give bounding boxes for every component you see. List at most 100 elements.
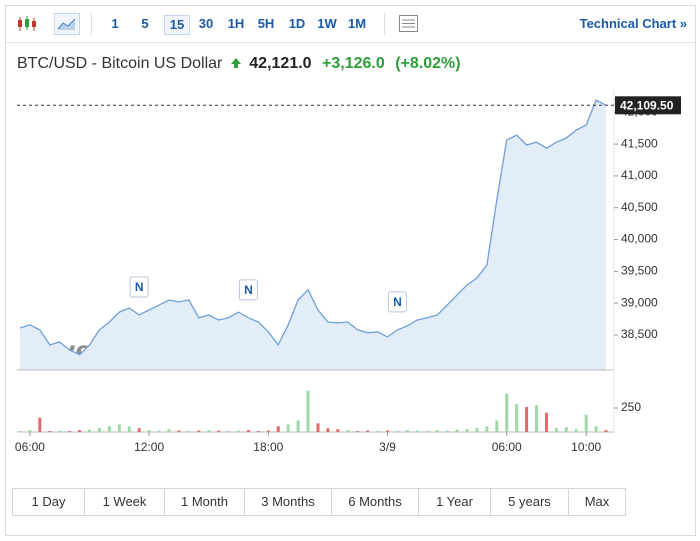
last-price: 42,121.0 (249, 55, 312, 72)
interval-button[interactable]: 1W (317, 16, 337, 31)
y-tick-label: 38,500 (621, 327, 658, 341)
volume-bar (48, 431, 52, 432)
news-box (238, 279, 258, 301)
volume-bar (475, 428, 479, 432)
y-tick-label: 40,500 (621, 200, 658, 214)
price-line (19, 99, 607, 356)
range-button[interactable]: 1 Year (419, 489, 491, 515)
chart: Investing.com38,50039,00039,50040,00040,… (15, 90, 681, 454)
volume-bar (326, 428, 330, 432)
volume-bar (127, 426, 131, 432)
quote-header: BTC/USD - Bitcoin US Dollar 42,121.0 +3,… (17, 55, 461, 73)
range-button[interactable]: Max (584, 494, 610, 509)
x-tick-label: 10:00 (571, 440, 601, 454)
x-tick-label: 18:00 (253, 440, 283, 454)
area-fill (20, 100, 607, 370)
volume-bar (197, 430, 201, 432)
volume-bar (455, 429, 459, 432)
widget: 1 5 15 30 1H 5H 1D 1W 1M Technical Chart » BTC/U… (5, 5, 696, 536)
y-tick-label: 41,500 (621, 136, 658, 150)
volume-bar (395, 431, 399, 432)
volume-tick-label: 250 (621, 400, 641, 414)
volume-bar (356, 431, 360, 432)
instrument-title: BTC/USD - Bitcoin US Dollar (17, 55, 223, 72)
interval-button[interactable]: 30 (198, 16, 214, 31)
volume-bar (425, 431, 429, 432)
news-marker[interactable]: N (238, 279, 258, 301)
volume-bar (18, 431, 22, 432)
x-tick-label: 3/9 (379, 440, 396, 454)
interval-button[interactable]: 5H (257, 16, 275, 31)
interval-button[interactable]: 1D (288, 16, 306, 31)
range-buttons: 1 Day 1 Week 1 Month 3 Months 6 Months 1 Year… (12, 488, 626, 516)
volume-bar (157, 430, 161, 432)
toolbar: 1 5 15 30 1H 5H 1D 1W 1M Technical Chart » (6, 6, 695, 43)
area-icon[interactable] (54, 13, 80, 35)
volume-bar (415, 430, 419, 432)
volume-bar (227, 431, 231, 432)
interval-button[interactable]: 15 (164, 15, 190, 35)
news-marker[interactable]: N (387, 291, 407, 313)
volume-bar (68, 431, 72, 432)
volume-bar (346, 430, 350, 432)
range-button[interactable]: 1 Week (85, 489, 165, 515)
volume-bar (167, 429, 171, 432)
change-percent: (+8.02%) (395, 55, 461, 72)
news-marker[interactable]: N (129, 276, 149, 298)
volume-bar (237, 430, 241, 432)
volume-bar (78, 430, 82, 432)
range-button[interactable]: 3 Months (245, 489, 332, 515)
volume-bar (266, 430, 270, 432)
candle-icon[interactable] (16, 15, 38, 33)
y-tick-label: 39,000 (621, 295, 658, 309)
volume-bar (316, 423, 320, 432)
last-price-label: 42,109.50 (620, 98, 674, 112)
interval-button[interactable]: 1H (227, 16, 245, 31)
x-tick-label: 06:00 (15, 440, 45, 454)
interval-button[interactable]: 1 (111, 16, 119, 31)
news-label: N (393, 295, 402, 309)
news-box (387, 291, 407, 313)
volume-bar (207, 430, 211, 432)
volume-bar (117, 424, 121, 432)
volume-bar (485, 426, 489, 432)
interval-button[interactable]: 1M (347, 16, 367, 31)
news-box (129, 276, 149, 298)
volume-bar (376, 431, 380, 432)
separator (91, 13, 92, 35)
y-tick-label: 40,000 (621, 232, 658, 246)
range-button[interactable]: 1 Day (13, 489, 85, 515)
volume-bar (405, 430, 409, 432)
volume-bar (306, 390, 310, 432)
volume-bar (445, 430, 449, 432)
volume-bar (58, 430, 62, 432)
table-icon[interactable] (398, 14, 420, 34)
volume-bar (286, 424, 290, 432)
up-arrow (230, 58, 241, 68)
volume-bar (107, 426, 111, 432)
range-button[interactable]: 1 Month (165, 489, 245, 515)
volume-bar (276, 426, 280, 432)
volume-bar (564, 427, 568, 432)
volume-bar (465, 429, 469, 432)
volume-bar (177, 430, 181, 432)
change: +3,126.0 (322, 55, 385, 72)
volume-bar (435, 430, 439, 432)
news-label: N (244, 283, 253, 297)
range-button[interactable]: 6 Months (332, 489, 419, 515)
x-tick-label: 12:00 (134, 440, 164, 454)
y-tick-label: 39,500 (621, 264, 658, 278)
range-button[interactable]: 5 years (491, 489, 569, 515)
volume-bar (574, 429, 578, 432)
interval-button[interactable]: 5 (141, 16, 149, 31)
volume-bar (187, 431, 191, 432)
volume-bar (336, 429, 340, 432)
volume-bar (97, 428, 101, 432)
volume-bar (505, 393, 509, 432)
technical-chart-link[interactable]: Technical Chart » (579, 16, 687, 31)
volume-bar (28, 430, 32, 432)
volume-bar (386, 430, 390, 432)
volume-bar (604, 430, 608, 432)
volume-bar (137, 428, 141, 432)
separator (384, 13, 385, 35)
